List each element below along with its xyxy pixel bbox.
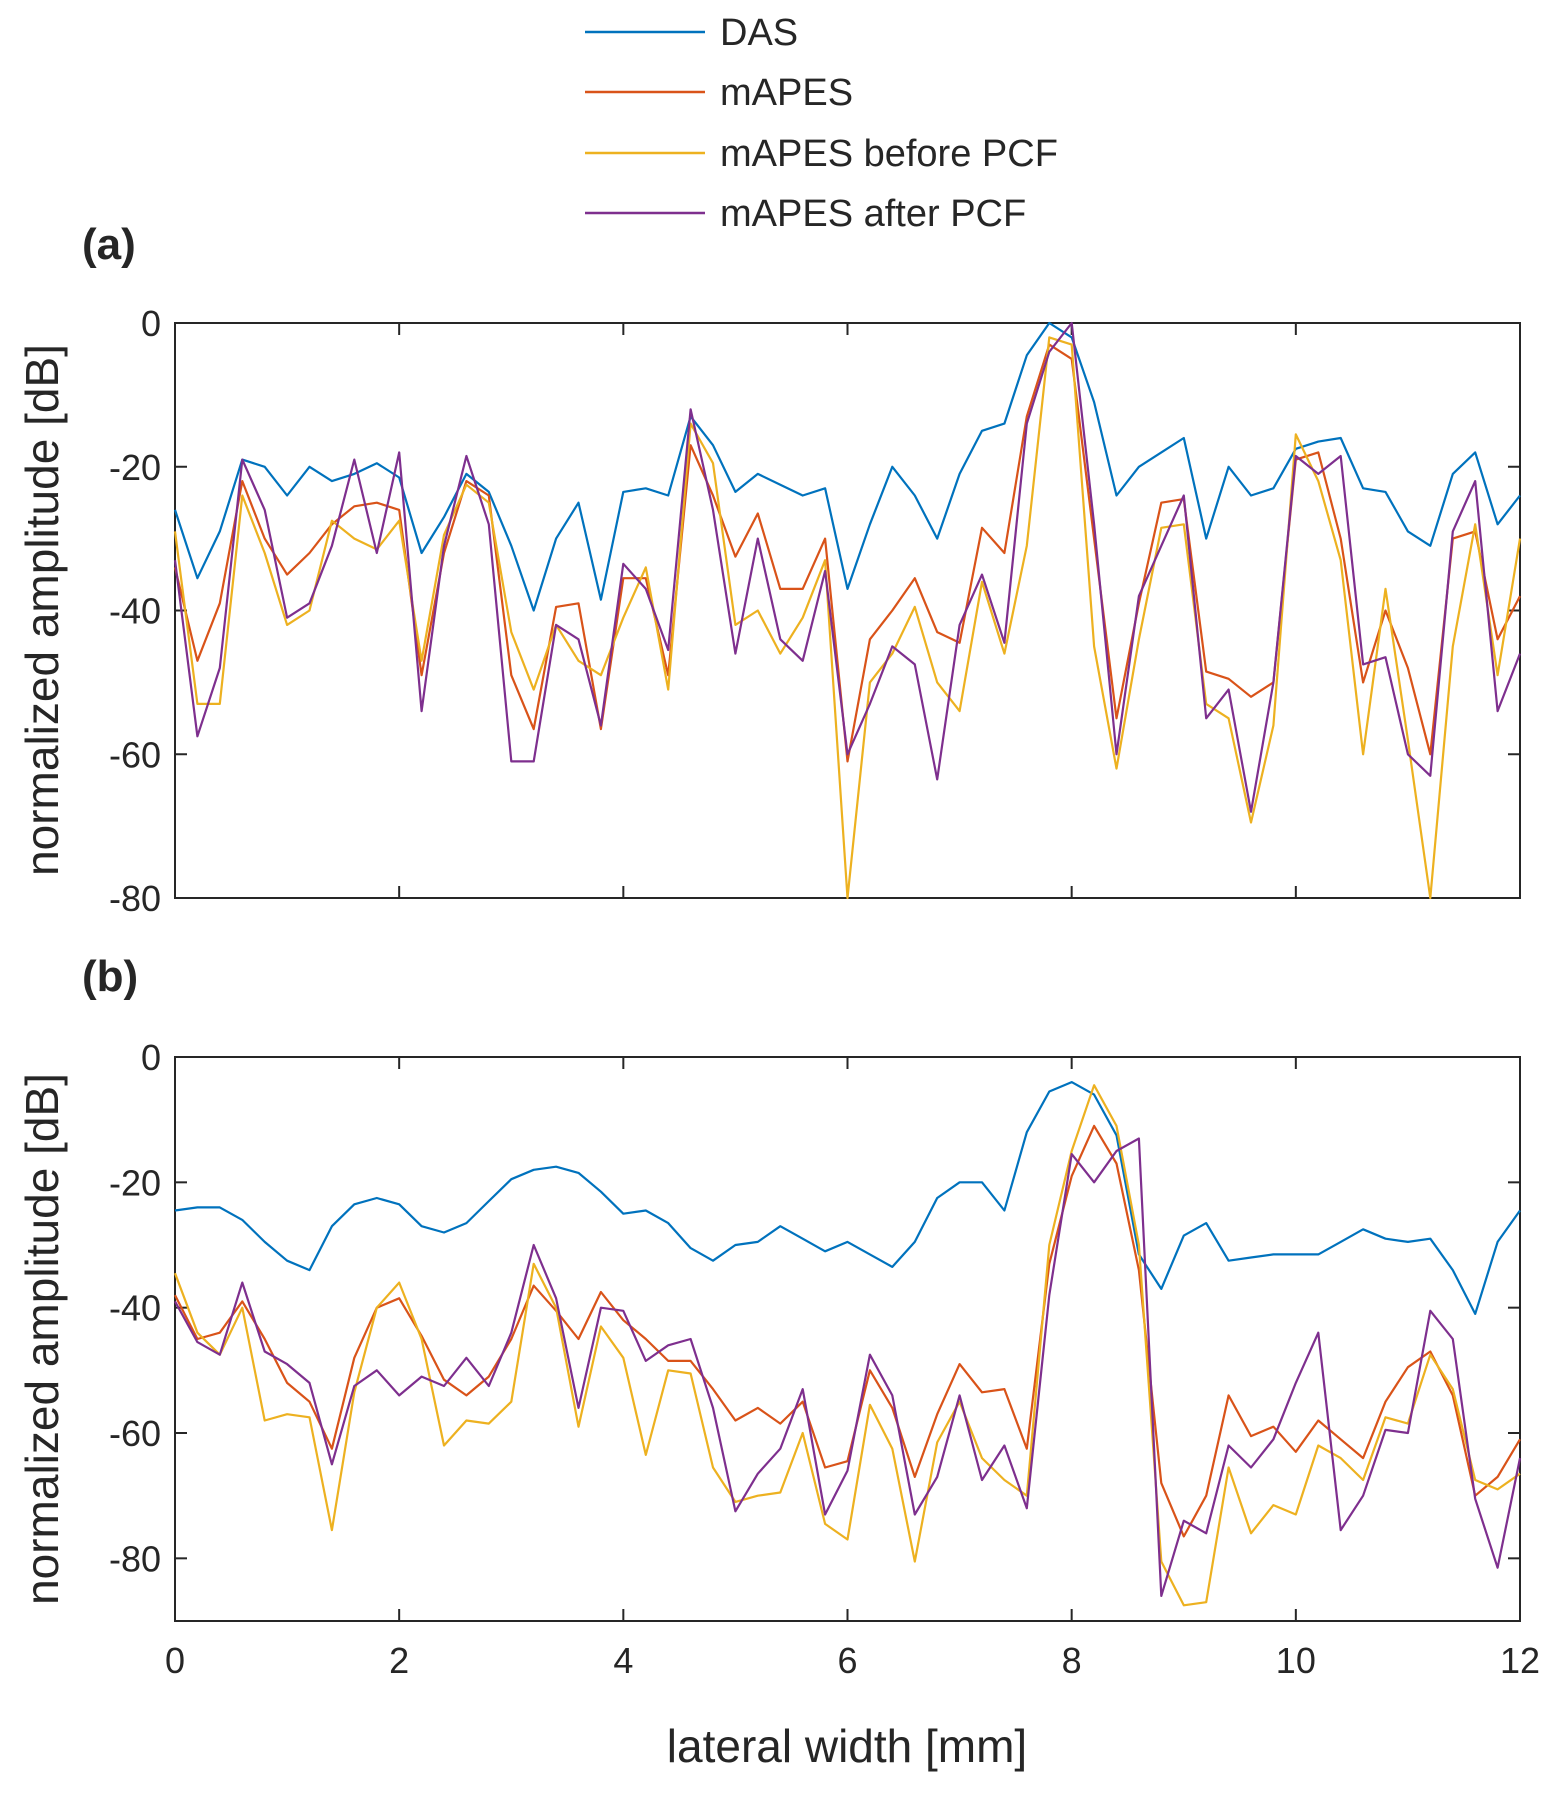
y-tick-label-a-3: -60 <box>109 734 161 775</box>
series-line-a-mapes-before-pcf <box>173 336 1522 900</box>
legend-entry-mapes-after-pcf: mAPES after PCF <box>585 193 1026 235</box>
y-tick-label-b-0: 0 <box>141 1037 161 1078</box>
series-line-b-mapes-before-pcf <box>173 1084 1521 1607</box>
series-line-b-mapes <box>174 1124 1521 1538</box>
x-tick-label-b-4: 8 <box>1062 1640 1082 1681</box>
y-tick-label-b-3: -60 <box>109 1413 161 1454</box>
y-tick-label-b-4: -80 <box>109 1538 161 1579</box>
y-tick-label-a-0: 0 <box>141 303 161 344</box>
x-tick-label-b-5: 10 <box>1276 1640 1316 1681</box>
legend-label-mapes-before-pcf: mAPES before PCF <box>720 133 1058 175</box>
y-tick-label-b-1: -20 <box>109 1162 161 1203</box>
y-tick-label-a-2: -40 <box>109 591 161 632</box>
legend-label-das: DAS <box>720 12 798 54</box>
x-tick-label-b-2: 4 <box>613 1640 633 1681</box>
legend-entry-das: DAS <box>585 12 798 54</box>
panel-label-b: (b) <box>82 952 138 1001</box>
legend-entry-mapes-before-pcf: mAPES before PCF <box>585 133 1058 175</box>
y-tick-label-a-4: -80 <box>109 878 161 919</box>
legend-entry-mapes: mAPES <box>585 72 853 114</box>
x-tick-label-b-6: 12 <box>1500 1640 1540 1681</box>
panel-a: (a) normalized amplitude [dB] 0 -20 -40 -60… <box>16 220 1522 919</box>
y-axis-label-a: normalized amplitude [dB] <box>16 344 68 876</box>
axes-box-a <box>174 322 1521 899</box>
panel-b: (b) normalized amplitude [dB] lateral wi… <box>16 952 1540 1772</box>
x-axis-label: lateral width [mm] <box>667 1720 1027 1772</box>
y-tick-label-a-1: -20 <box>109 447 161 488</box>
y-axis-label-b: normalized amplitude [dB] <box>16 1073 68 1605</box>
x-tick-label-b-3: 6 <box>837 1640 857 1681</box>
legend-label-mapes: mAPES <box>720 72 853 114</box>
series-line-b-das <box>174 1080 1521 1316</box>
legend-label-mapes-after-pcf: mAPES after PCF <box>720 193 1026 235</box>
legend: DAS mAPES mAPES before PCF mAPES after P… <box>585 12 1058 235</box>
series-line-a-das <box>173 321 1521 612</box>
series-line-b-mapes-after-pcf <box>174 1137 1522 1598</box>
x-tick-label-b-1: 2 <box>389 1640 409 1681</box>
x-tick-label-b-0: 0 <box>165 1640 185 1681</box>
panel-label-a: (a) <box>82 220 136 269</box>
y-tick-label-b-2: -40 <box>109 1288 161 1329</box>
series-line-a-mapes-after-pcf <box>173 321 1522 813</box>
